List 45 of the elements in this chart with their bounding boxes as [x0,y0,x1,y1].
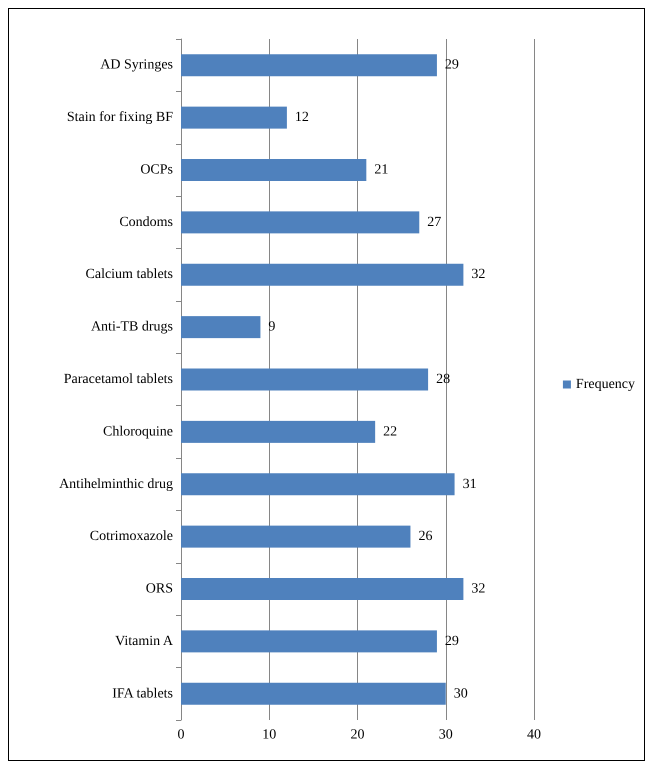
y-tick-label: Chloroquine [103,424,173,440]
y-tick-label: Condoms [119,214,173,230]
x-tick-label: 20 [350,728,364,742]
data-label: 12 [294,110,309,126]
data-label: 9 [268,320,276,335]
bar [181,368,428,390]
y-tick-label: IFA tablets [112,686,173,702]
data-label: 32 [471,582,486,597]
legend-label: Frequency [576,377,636,392]
data-label: 22 [383,424,398,440]
bar [181,420,376,443]
data-label: 32 [471,267,486,282]
x-tick-label: 30 [438,728,453,742]
bar [181,682,446,705]
x-tick-label: 40 [527,728,541,742]
y-tick-label: Antihelminthic drug [59,476,173,492]
bar [181,106,287,129]
data-label: 21 [374,162,388,178]
x-tick-label: 0 [178,728,184,742]
x-tick-label: 10 [262,728,276,742]
bar [181,526,410,548]
data-label: 28 [436,372,450,387]
data-label: 31 [462,476,477,492]
y-tick-label: Calcium tablets [86,267,173,282]
bar [181,54,437,76]
y-tick-label: Anti-TB drugs [90,320,173,335]
y-tick-label: Paracetamol tablets [64,372,173,387]
bar [181,316,260,338]
data-label: 29 [444,634,459,649]
y-tick-label: Vitamin A [115,634,174,649]
y-tick-label: OCPs [140,162,173,178]
bar [181,211,420,234]
bar [181,473,455,496]
bar [181,578,464,600]
data-label: 30 [454,686,468,702]
bar [181,158,366,181]
y-tick-label: ORS [146,582,173,597]
bar [181,264,464,286]
bar [181,630,437,652]
data-label: 27 [427,214,442,230]
data-label: 26 [418,529,432,544]
y-tick-label: AD Syringes [100,58,173,73]
y-tick-label: Cotrimoxazole [90,529,173,544]
data-label: 29 [444,58,459,73]
y-tick-label: Stain for fixing BF [66,110,174,126]
